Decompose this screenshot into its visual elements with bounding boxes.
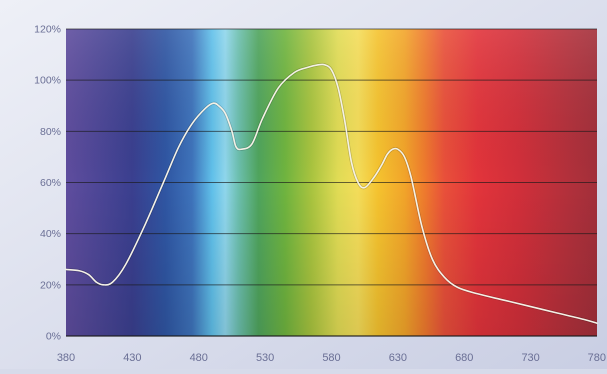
- data-point-20: [278, 87, 279, 88]
- data-point-10: [192, 123, 193, 124]
- y-tick-label-20: 20%: [40, 279, 61, 291]
- data-point-32: [381, 164, 382, 165]
- x-tick-label-580: 580: [322, 352, 340, 364]
- data-point-12: [213, 103, 214, 104]
- data-point-8: [165, 177, 166, 178]
- data-point-26: [338, 87, 339, 88]
- y-tick-label-60: 60%: [40, 177, 61, 189]
- data-point-19: [262, 118, 263, 119]
- x-axis-ticks: 380 430 480 530 580 630 680 730 780: [57, 352, 606, 364]
- y-axis-ticks: 0% 20% 40% 60% 80% 100% 120%: [34, 24, 61, 343]
- data-point-23: [318, 64, 319, 65]
- data-point-2: [88, 274, 89, 275]
- x-tick-label-430: 430: [123, 352, 141, 364]
- data-point-39: [432, 259, 433, 260]
- y-tick-label-40: 40%: [40, 228, 61, 240]
- data-point-16: [235, 146, 236, 147]
- grid-lines: [66, 28, 597, 337]
- x-tick-label-480: 480: [190, 352, 208, 364]
- data-point-9: [178, 146, 179, 147]
- data-point-14: [225, 113, 226, 114]
- data-point-0: [65, 269, 66, 270]
- data-point-18: [251, 144, 252, 145]
- data-point-1: [79, 270, 80, 271]
- data-point-38: [421, 225, 422, 226]
- data-point-28: [351, 161, 352, 162]
- data-point-6: [125, 264, 126, 265]
- x-tick-label-680: 680: [455, 352, 473, 364]
- data-point-21: [294, 72, 295, 73]
- data-point-22: [307, 67, 308, 68]
- y-tick-label-80: 80%: [40, 126, 61, 138]
- data-point-5: [112, 282, 113, 283]
- data-point-15: [231, 131, 232, 132]
- curve-layer: [65, 62, 598, 325]
- y-tick-label-120: 120%: [34, 24, 61, 36]
- data-point-13: [218, 105, 219, 106]
- data-point-3: [96, 282, 97, 283]
- x-tick-label-780: 780: [588, 352, 606, 364]
- data-point-17: [241, 149, 242, 150]
- data-point-35: [397, 149, 398, 150]
- data-point-30: [364, 187, 365, 188]
- x-tick-label-730: 730: [521, 352, 539, 364]
- data-point-25: [331, 69, 332, 70]
- data-point-41: [457, 287, 458, 288]
- series-line-0: [65, 63, 598, 325]
- data-point-45: [557, 312, 558, 313]
- data-point-46: [583, 319, 584, 320]
- data-point-47: [596, 323, 597, 324]
- x-tick-label-530: 530: [256, 352, 274, 364]
- y-tick-label-100: 100%: [34, 75, 61, 87]
- data-point-24: [324, 64, 325, 65]
- data-point-42: [477, 293, 478, 294]
- data-point-11: [205, 108, 206, 109]
- data-point-31: [373, 177, 374, 178]
- data-point-34: [392, 149, 393, 150]
- data-point-36: [404, 156, 405, 157]
- data-point-43: [503, 300, 504, 301]
- x-tick-label-380: 380: [57, 352, 75, 364]
- data-point-44: [530, 306, 531, 307]
- data-point-7: [145, 223, 146, 224]
- data-point-40: [444, 277, 445, 278]
- data-point-33: [387, 154, 388, 155]
- data-point-4: [103, 284, 104, 285]
- data-point-29: [357, 182, 358, 183]
- data-point-37: [411, 177, 412, 178]
- data-point-27: [344, 121, 345, 122]
- x-tick-label-630: 630: [389, 352, 407, 364]
- y-tick-label-0: 0%: [46, 331, 61, 343]
